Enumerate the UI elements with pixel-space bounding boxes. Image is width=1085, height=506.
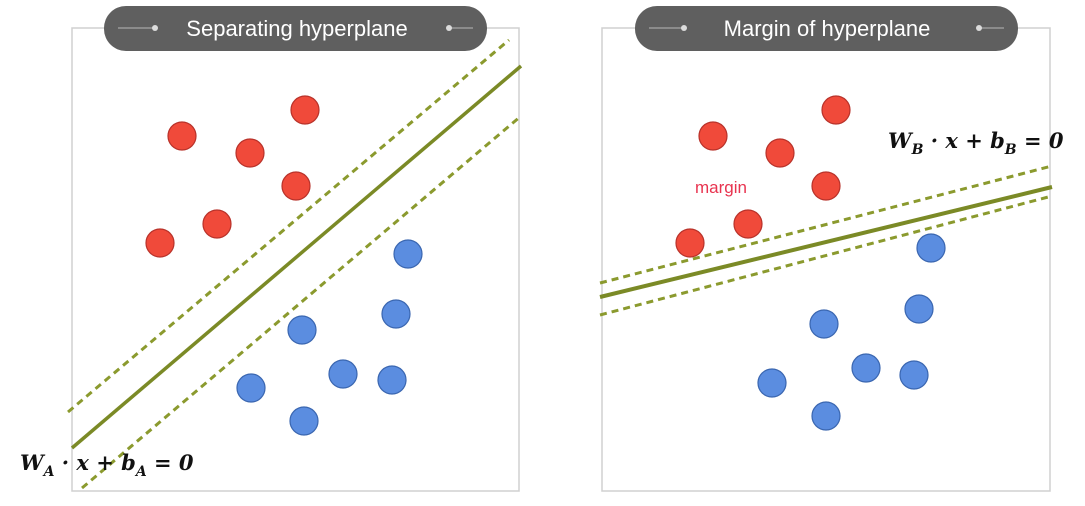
blue-point [328,359,358,389]
panel-margin-of-hyperplane: margin WB · x + bB = 0 Margin of hyperpl… [599,6,1064,492]
margin-line-upper [599,164,1053,285]
blue-point [236,373,266,403]
red-point [145,228,175,258]
red-point [290,95,320,125]
margin-line-lower [599,194,1053,317]
blue-point [899,360,929,390]
red-points [145,95,320,258]
blue-points [236,239,423,436]
blue-point [377,365,407,395]
title-pill-bg [104,6,487,51]
hyperplane-equation-a: WA · x + bA = 0 [20,450,194,480]
red-point [765,138,795,168]
red-point [235,138,265,168]
pill-decor-dot [152,25,158,31]
title-pill-bg [635,6,1018,51]
margin-label: margin [695,178,747,197]
red-point [281,171,311,201]
pill-decor-dot [976,25,982,31]
red-point [675,228,705,258]
red-point [733,209,763,239]
blue-point [851,353,881,383]
blue-point [904,294,934,324]
red-point [811,171,841,201]
hyperplane-equation-b: WB · x + bB = 0 [888,128,1064,158]
margin-line-upper [67,38,510,414]
blue-point [916,233,946,263]
blue-point [757,368,787,398]
hyperplane-line [70,64,523,450]
panel-separating-hyperplane: WA · x + bA = 0 Separating hyperplane [20,6,523,492]
title-pill: Separating hyperplane [104,6,487,51]
red-point [167,121,197,151]
hyperplane-line [599,185,1053,299]
red-point [821,95,851,125]
blue-point [289,406,319,436]
blue-point [393,239,423,269]
panel-title: Margin of hyperplane [724,16,931,41]
pill-decor-dot [446,25,452,31]
panel-title: Separating hyperplane [186,16,407,41]
blue-points [757,233,946,431]
blue-point [809,309,839,339]
pill-decor-dot [681,25,687,31]
blue-point [811,401,841,431]
blue-point [381,299,411,329]
red-points [675,95,851,258]
red-point [698,121,728,151]
blue-point [287,315,317,345]
title-pill: Margin of hyperplane [635,6,1018,51]
red-point [202,209,232,239]
